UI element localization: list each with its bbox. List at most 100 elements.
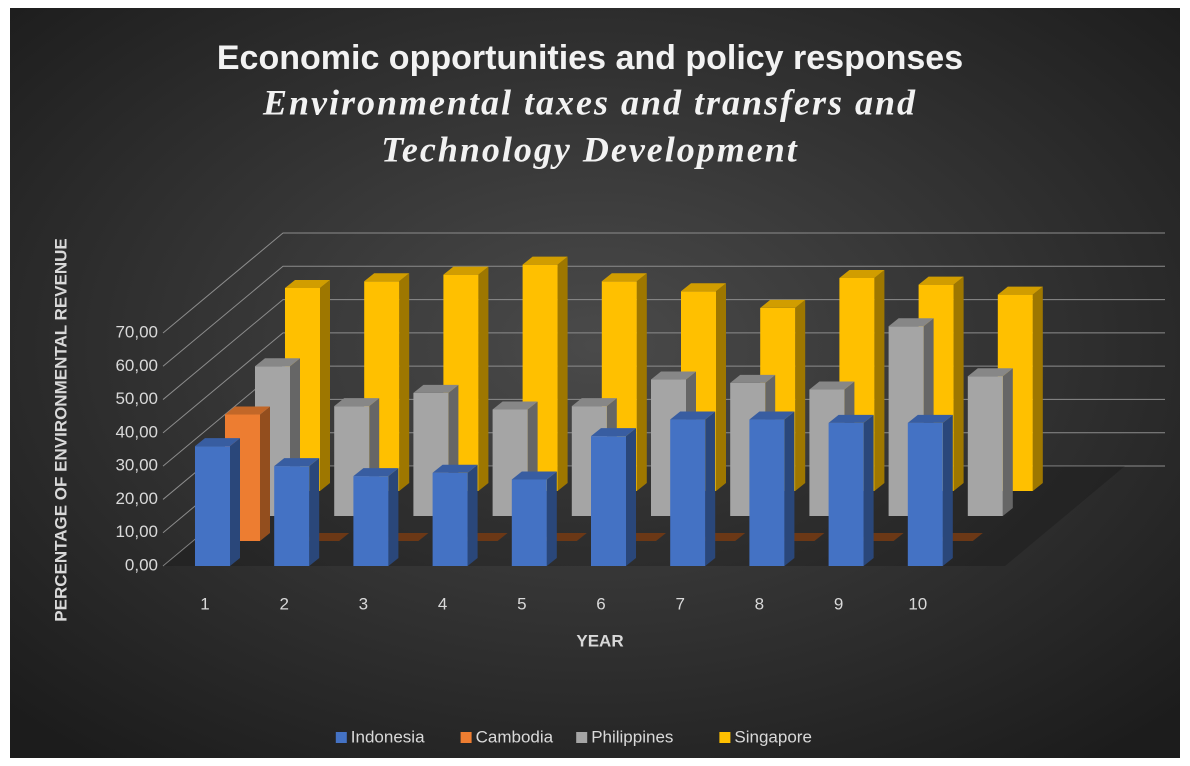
bar-top xyxy=(364,273,410,282)
bar-side xyxy=(320,279,330,491)
bar-top xyxy=(255,358,300,367)
bar-top xyxy=(907,414,953,423)
bar-top xyxy=(571,398,617,407)
bar-top xyxy=(225,406,270,415)
y-axis-label: PERCENTAGE OF ENVIRONMENTAL REVENUE xyxy=(51,238,70,621)
chart-subtitle: Environmental taxes and transfers and xyxy=(262,82,917,122)
bar-side xyxy=(795,299,806,491)
bar-front xyxy=(591,436,626,566)
x-axis-label: YEAR xyxy=(576,631,623,650)
bar xyxy=(443,266,489,491)
bar xyxy=(274,458,320,566)
bar-front xyxy=(353,476,389,566)
bar-top xyxy=(888,318,934,327)
y-tick-label: 10,00 xyxy=(115,522,158,541)
bar-side xyxy=(230,438,240,566)
bar-top xyxy=(749,411,795,420)
bar-side xyxy=(388,468,399,566)
x-tick-label: 7 xyxy=(675,594,684,613)
bar-side xyxy=(1002,368,1013,516)
bar-front xyxy=(828,422,864,566)
bar xyxy=(353,468,399,566)
x-tick-label: 8 xyxy=(755,594,764,613)
bar-side xyxy=(874,269,885,491)
x-tick-label: 9 xyxy=(834,594,843,613)
bar-top xyxy=(353,468,399,477)
bar-front xyxy=(967,376,1003,516)
bar-top xyxy=(967,368,1013,377)
bar-front xyxy=(432,472,468,566)
bar-top xyxy=(285,279,330,288)
bar-top xyxy=(651,371,696,380)
bar-top xyxy=(670,411,716,420)
grid-line xyxy=(162,232,1165,334)
bar-top xyxy=(601,273,647,282)
bar-side xyxy=(626,428,636,566)
bar-front xyxy=(511,479,547,566)
bar-side xyxy=(942,414,953,566)
y-tick-label: 70,00 xyxy=(115,322,158,341)
chart-subtitle: Technology Development xyxy=(381,129,799,169)
y-tick-label: 60,00 xyxy=(115,356,158,375)
bar-side xyxy=(399,273,410,491)
bar-top xyxy=(432,464,478,473)
bar-side xyxy=(863,414,874,566)
x-tick-label: 3 xyxy=(359,594,368,613)
bar-top xyxy=(828,414,874,423)
x-tick-label: 10 xyxy=(908,594,927,613)
bar xyxy=(670,411,716,566)
bar-top xyxy=(918,276,964,285)
bar-side xyxy=(557,256,568,491)
x-tick-label: 5 xyxy=(517,594,526,613)
bar xyxy=(591,428,636,566)
legend-swatch xyxy=(576,732,588,743)
legend-swatch xyxy=(719,732,731,743)
bar-top xyxy=(760,299,806,308)
bar-top xyxy=(274,458,320,467)
bar-front xyxy=(274,466,310,566)
bar xyxy=(967,368,1013,516)
y-tick-label: 50,00 xyxy=(115,389,158,408)
bar-front xyxy=(907,422,943,566)
bar-side xyxy=(636,273,647,491)
x-tick-label: 4 xyxy=(438,594,447,613)
bar xyxy=(749,411,795,566)
bar-side xyxy=(546,471,557,566)
legend-label: Philippines xyxy=(591,727,673,746)
bar-top xyxy=(681,283,726,292)
bar xyxy=(195,438,240,566)
bar xyxy=(828,414,874,566)
legend-label: Singapore xyxy=(734,727,812,746)
bar-front xyxy=(749,419,785,566)
bar-side xyxy=(1032,286,1043,491)
bar-top xyxy=(511,471,557,480)
bar-side xyxy=(309,458,320,566)
bar-front xyxy=(670,419,706,566)
bar-side xyxy=(478,266,489,491)
chart-title: Economic opportunities and policy respon… xyxy=(217,39,963,77)
bar-top xyxy=(195,438,240,447)
bar-top xyxy=(997,286,1043,295)
legend-swatch xyxy=(335,732,347,743)
bar-top xyxy=(492,401,538,410)
y-tick-label: 40,00 xyxy=(115,422,158,441)
bar xyxy=(511,471,557,566)
grid-line xyxy=(162,265,1165,367)
bar-front xyxy=(195,446,230,566)
bar-side xyxy=(705,411,716,566)
y-tick-label: 30,00 xyxy=(115,456,158,475)
bar-side xyxy=(260,406,270,541)
bar-top xyxy=(730,374,776,383)
bar-top xyxy=(591,428,636,437)
y-tick-label: 0,00 xyxy=(125,555,158,574)
bar-top xyxy=(522,256,568,265)
bar-side xyxy=(467,464,478,566)
x-tick-label: 1 xyxy=(200,594,209,613)
legend-label: Indonesia xyxy=(351,727,425,746)
bar xyxy=(601,273,647,491)
y-tick-label: 20,00 xyxy=(115,489,158,508)
bar-top xyxy=(809,381,855,390)
bar xyxy=(907,414,953,566)
bar-top xyxy=(839,269,885,278)
